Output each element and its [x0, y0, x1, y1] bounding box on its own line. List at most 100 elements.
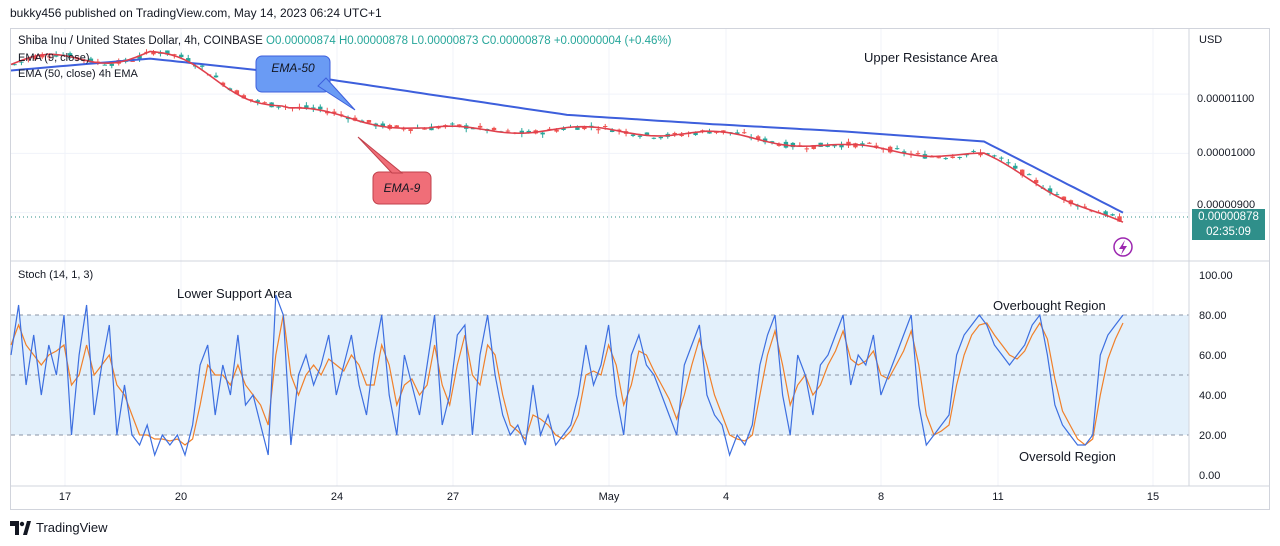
candle-body: [790, 142, 796, 148]
candle-body: [707, 131, 712, 134]
candle-body: [33, 55, 38, 60]
candle-body: [255, 100, 260, 102]
candle-body: [1026, 174, 1032, 176]
candle-body: [276, 106, 281, 108]
candle-body: [596, 129, 601, 131]
candle-body: [311, 107, 316, 109]
candle-body: [609, 130, 615, 132]
price-tick: 0.00000900: [1197, 199, 1255, 211]
currency-label: USD: [1199, 34, 1223, 46]
candle-body: [172, 54, 177, 56]
tradingview-brand[interactable]: TradingView: [10, 520, 108, 535]
candle-body: [554, 129, 559, 132]
candle-body: [637, 135, 643, 137]
candle-body: [130, 60, 135, 62]
bar-countdown: 02:35:09: [1206, 226, 1251, 238]
stoch-tick: 0.00: [1199, 470, 1220, 482]
candle-body: [971, 150, 976, 152]
candle-body: [957, 156, 962, 158]
x-tick: 27: [447, 491, 459, 503]
candle-body: [915, 153, 921, 155]
candle-body: [304, 105, 309, 109]
candle: [1020, 169, 1025, 178]
candle: [297, 103, 302, 111]
ema9-callout-box: [372, 171, 432, 205]
candle: [151, 50, 156, 56]
candle-body: [894, 148, 900, 150]
candle-body: [950, 156, 955, 158]
ema50-callout-box: [255, 55, 331, 93]
candle-body: [436, 126, 441, 129]
candle-body: [199, 65, 205, 67]
grid-lines: [11, 29, 1189, 486]
candle: [1047, 185, 1053, 196]
candle-body: [40, 54, 45, 58]
candle: [540, 131, 545, 138]
symbol-header: Shiba Inu / United States Dollar, 4h, CO…: [18, 35, 671, 47]
chart-frame: [10, 28, 1270, 510]
candle-body: [429, 126, 434, 131]
candle-body: [679, 134, 684, 137]
ema9-callout-label: EMA-9: [384, 181, 421, 195]
candle: [311, 104, 316, 112]
alert-bolt-icon[interactable]: [1113, 237, 1133, 257]
candle-body: [505, 130, 511, 132]
candle-body: [102, 64, 108, 66]
candle-body: [999, 157, 1004, 159]
candle: [12, 63, 17, 66]
symbol-name: Shiba Inu / United States Dollar, 4h, CO…: [18, 35, 263, 47]
stoch-legend[interactable]: Stoch (14, 1, 3): [18, 269, 94, 281]
candle-body: [234, 90, 240, 95]
stoch-tick: 40.00: [1199, 390, 1227, 402]
candle: [783, 139, 789, 149]
ema50-callout-pointer: [317, 77, 356, 111]
candle: [40, 52, 45, 60]
candle: [199, 64, 205, 70]
candle: [894, 145, 900, 150]
candle-body: [651, 137, 657, 139]
x-tick: 24: [331, 491, 343, 503]
candle: [853, 142, 858, 149]
ohlc-low: L0.00000873: [411, 35, 479, 47]
tradingview-logo-icon: [10, 520, 31, 535]
candle-body: [714, 131, 719, 133]
stoch-k-line: [10, 294, 1124, 458]
candle-body: [936, 157, 942, 159]
candle-body: [491, 127, 497, 130]
candle-body: [213, 75, 219, 78]
ema50-legend[interactable]: EMA (50, close) 4h EMA: [18, 68, 138, 80]
x-tick: 8: [878, 491, 884, 503]
candle-body: [860, 143, 865, 145]
candle-body: [943, 158, 948, 160]
candle-body: [262, 102, 267, 104]
candle-body: [742, 132, 747, 134]
candle: [213, 72, 219, 78]
candle: [331, 108, 337, 116]
ema9-callout-pointer: [357, 136, 404, 174]
candle-body: [477, 125, 483, 128]
upper-resistance-label: Upper Resistance Area: [864, 50, 998, 65]
candle: [1006, 159, 1011, 166]
candle-body: [1013, 165, 1018, 169]
candle: [658, 136, 664, 140]
candle-body: [1103, 211, 1108, 216]
last-price-value: 0.00000878: [1198, 211, 1259, 223]
candle-body: [179, 54, 184, 58]
x-tick: 11: [992, 491, 1003, 503]
candle-body: [380, 123, 386, 128]
candle-body: [19, 61, 24, 63]
candle-body: [693, 132, 698, 136]
ema9-line: [10, 50, 1124, 223]
ema50-line: [10, 57, 1124, 214]
candle: [999, 156, 1004, 161]
candle-body: [366, 120, 372, 123]
stoch-tick: 80.00: [1199, 310, 1227, 322]
stoch-tick: 60.00: [1199, 350, 1227, 362]
candle-body: [755, 136, 761, 139]
candle-body: [811, 145, 816, 149]
candle: [1026, 173, 1032, 176]
candle-body: [53, 54, 59, 57]
ema9-legend[interactable]: EMA (9, close): [18, 52, 90, 64]
candle-body: [47, 56, 52, 58]
